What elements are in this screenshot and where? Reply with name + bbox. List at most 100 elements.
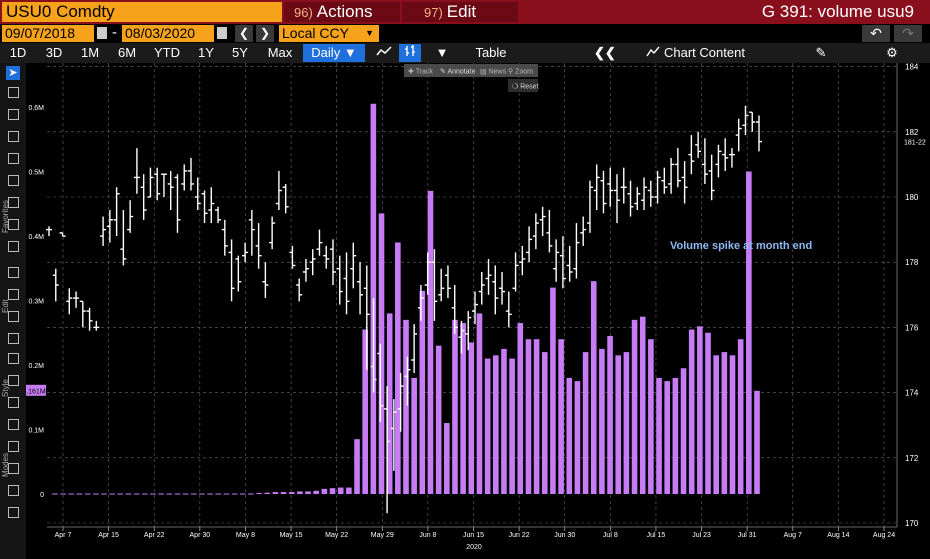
volume-bar <box>272 492 279 494</box>
gear-icon[interactable]: ⚙ <box>886 45 898 60</box>
arrow-tool-icon[interactable] <box>8 175 19 186</box>
volume-bar <box>737 339 744 494</box>
line-weight-tool-icon[interactable] <box>8 397 19 408</box>
time-tick-label: Jul 23 <box>692 532 711 539</box>
chart-content-icon[interactable] <box>644 44 662 62</box>
news-tool-button[interactable]: ▤ News <box>480 69 507 76</box>
volume-bar <box>525 339 532 494</box>
chart-annotation: Volume spike at month end <box>670 240 812 252</box>
chevron-right-icon[interactable]: ❯ <box>256 25 274 42</box>
trash-icon[interactable] <box>8 333 19 344</box>
price-ohlc-bar <box>681 161 688 204</box>
end-date-field[interactable]: 08/03/2020 <box>122 25 214 42</box>
zoom-tool-button[interactable]: ⚲ Zoom <box>508 68 533 76</box>
calendar-icon[interactable] <box>97 27 107 39</box>
volume-bar <box>395 242 401 494</box>
time-tick-label: May 15 <box>280 532 303 539</box>
price-ohlc-bar <box>411 324 418 374</box>
price-ohlc-bar <box>208 187 215 224</box>
price-ohlc-bar <box>553 239 560 282</box>
time-tick-label: Aug 24 <box>873 532 895 539</box>
security-ticker-field[interactable]: USU0 Comdty <box>2 2 282 22</box>
currency-select[interactable]: Local CCY ▼ <box>279 25 379 42</box>
price-ohlc-bar <box>323 245 330 269</box>
annotate-tool-button[interactable]: ✎ Annotate <box>440 69 476 76</box>
time-tick-label: Aug 14 <box>827 532 849 539</box>
copy-tool-icon[interactable] <box>8 311 19 322</box>
pen-tool-icon[interactable] <box>8 267 19 278</box>
undo-icon[interactable]: ↶ <box>862 25 890 42</box>
time-tick-label: Jun 15 <box>463 532 484 539</box>
price-ohlc-bar <box>296 278 303 302</box>
period-1y-button[interactable]: 1Y <box>198 45 214 60</box>
fill-tool-icon[interactable] <box>8 419 19 430</box>
channel-tool-icon[interactable] <box>8 241 19 252</box>
frequency-select[interactable]: Daily ▼ <box>303 44 365 62</box>
period-ytd-button[interactable]: YTD <box>154 45 180 60</box>
settings-mode-icon[interactable] <box>8 507 19 518</box>
track-tool-button[interactable]: ✚ Track <box>408 68 433 76</box>
chart-title: G 391: volume usu9 <box>761 2 914 21</box>
volume-bar <box>452 319 458 494</box>
price-ohlc-bar <box>201 190 208 224</box>
pattern-tool-icon[interactable] <box>8 441 19 452</box>
volume-bar <box>476 313 483 494</box>
text-tool-icon[interactable] <box>8 109 19 120</box>
price-tick-label: 182 <box>905 128 919 137</box>
volume-bar <box>321 488 328 494</box>
volume-bar <box>713 355 719 494</box>
chart-tool-palette: ✚ Track ✎ Annotate ▤ News ⚲ Zoom ❍ Reset <box>404 64 539 92</box>
price-ohlc-bar <box>674 148 681 188</box>
collapse-double-chevron-icon[interactable]: ❮❮ <box>594 45 616 60</box>
year-label: 2020 <box>466 544 482 551</box>
period-6m-button[interactable]: 6M <box>117 45 137 60</box>
date-range-bar: 09/07/2018 - 08/03/2020 ❮ ❯ Local CCY ▼ … <box>0 24 930 43</box>
trend-tool-icon[interactable] <box>8 153 19 164</box>
volume-bar <box>256 493 262 495</box>
period-1m-button[interactable]: 1M <box>80 45 100 60</box>
period-1d-button[interactable]: 1D <box>9 45 27 60</box>
period-3d-button[interactable]: 3D <box>45 45 63 60</box>
pointer-tool-icon[interactable]: ➤ <box>6 66 20 80</box>
chevron-left-icon[interactable]: ❮ <box>235 25 253 42</box>
price-ohlc-bar <box>641 177 648 211</box>
period-max-button[interactable]: Max <box>267 45 293 60</box>
table-button[interactable]: Table <box>475 45 507 60</box>
volume-bar <box>329 488 336 494</box>
horizontal-line-tool-icon[interactable] <box>8 219 19 230</box>
volume-price-chart[interactable]: 170 172 174 176 178 180 182 184 0 0.1M 0.2M 0.3M 0.4… <box>26 63 930 559</box>
volume-bar <box>305 491 311 494</box>
reset-button[interactable] <box>508 79 538 92</box>
price-ohlc-bar <box>708 154 715 201</box>
calendar-icon[interactable] <box>217 27 227 39</box>
period-5y-button[interactable]: 5Y <box>232 45 248 60</box>
line-style-tool-icon[interactable] <box>8 375 19 386</box>
magnet-mode-icon[interactable] <box>8 463 19 474</box>
line-chart-icon[interactable] <box>373 44 395 62</box>
color-mode-icon[interactable] <box>8 485 19 496</box>
volume-tick-label: 0.6M <box>28 105 44 112</box>
start-date-field[interactable]: 09/07/2018 <box>2 25 94 42</box>
edit-menu-label: Edit <box>446 2 477 21</box>
font-tool-icon[interactable] <box>8 353 19 364</box>
volume-tick-label: 0.5M <box>28 170 44 177</box>
volume-bar <box>484 358 491 494</box>
volume-bar <box>729 355 736 494</box>
move-tool-icon[interactable] <box>8 289 19 300</box>
actions-menu-button[interactable]: 96) Actions <box>284 2 400 22</box>
price-ohlc-bar <box>228 239 235 302</box>
brush-tool-icon[interactable] <box>8 197 19 208</box>
price-ohlc-bar <box>215 206 222 224</box>
price-ohlc-bar <box>248 210 255 256</box>
bar-chart-type-icon[interactable] <box>399 44 421 62</box>
currency-tool-icon[interactable] <box>8 131 19 142</box>
redo-icon[interactable]: ↷ <box>894 25 922 42</box>
dropdown-arrow-icon[interactable]: ▼ <box>435 45 449 60</box>
chart-content-button[interactable]: Chart Content <box>664 45 745 60</box>
edit-menu-button[interactable]: 97) Edit <box>402 2 518 22</box>
draw-line-tool-icon[interactable] <box>8 87 19 98</box>
price-ohlc-bar <box>573 223 580 279</box>
edit-menu-number: 97) <box>424 5 443 20</box>
edit-pencil-icon[interactable]: ✎ <box>815 45 827 60</box>
volume-bar <box>378 213 385 495</box>
